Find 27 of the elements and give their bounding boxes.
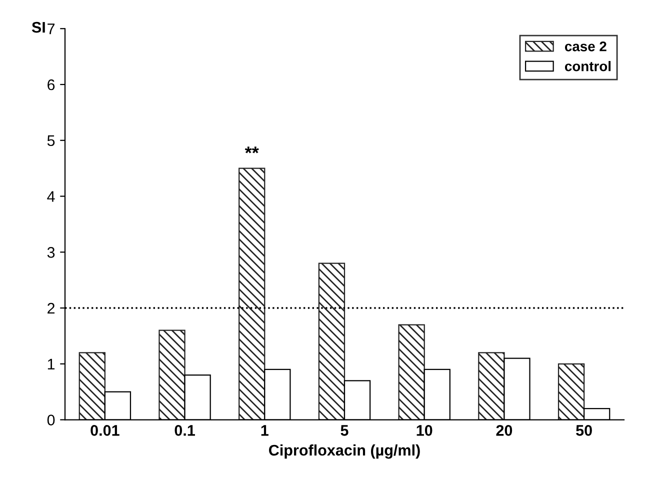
y-tick-label: 5	[47, 135, 55, 146]
y-tick-label: 3	[47, 246, 55, 258]
y-tick-label: 6	[48, 79, 55, 90]
x-axis-title: Ciprofloxacin (µg/ml)	[269, 444, 420, 459]
bar	[238, 168, 266, 420]
bar	[158, 330, 186, 420]
y-axis-title: SI	[32, 22, 45, 33]
x-tick-label: 0.1	[174, 425, 195, 436]
y-tick-label: 2	[48, 302, 55, 314]
x-tick-label: 10	[416, 425, 432, 436]
bar	[318, 262, 346, 420]
x-tick-label: 50	[576, 425, 592, 436]
bar	[478, 352, 505, 420]
x-tick-label: 1	[261, 425, 268, 436]
legend-label: control	[564, 61, 611, 72]
bar	[558, 363, 585, 420]
legend-label: case 2	[564, 41, 606, 52]
y-tick-label: 4	[47, 191, 55, 202]
y-tick-label: 1	[48, 358, 55, 370]
x-tick-label: 5	[340, 425, 348, 436]
bar	[398, 324, 425, 420]
annotation: **	[244, 146, 259, 154]
x-tick-label: 20	[496, 425, 512, 436]
x-tick-label: 0.01	[90, 425, 120, 436]
y-tick-label: 7	[48, 24, 55, 34]
y-tick-label: 0	[47, 414, 55, 426]
bar	[78, 352, 106, 420]
